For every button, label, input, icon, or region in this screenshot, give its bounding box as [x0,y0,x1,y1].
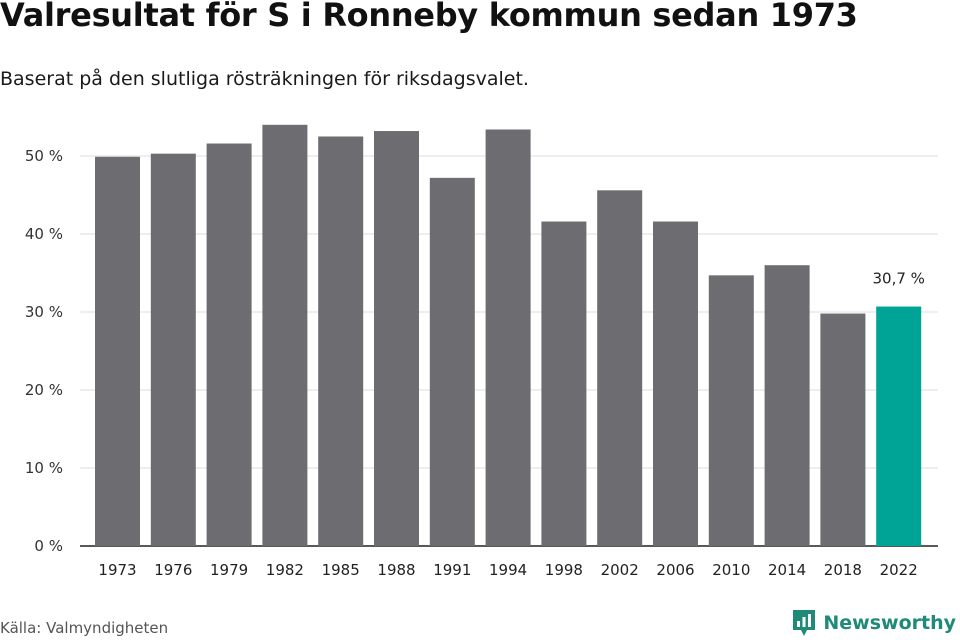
newsworthy-logo-icon [793,610,816,636]
bar-1979 [206,143,252,546]
x-tick-label: 1976 [154,561,192,579]
chart-title: Valresultat för S i Ronneby kommun sedan… [0,0,858,34]
x-tick-label: 2018 [824,561,862,579]
x-tick-label: 2014 [768,561,806,579]
x-tick-label: 1982 [266,561,304,579]
bar-1982 [262,124,308,547]
bar-1988 [374,131,419,547]
x-tick-label: 1985 [322,561,360,579]
x-tick-label: 1979 [210,561,248,579]
x-tick-label: 2002 [601,561,639,579]
bar-1973 [95,156,140,546]
chart-subtitle: Baserat på den slutliga rösträkningen fö… [0,68,529,90]
bar-1998 [541,221,587,546]
data-labels: 30,7 % [872,270,924,288]
bar-2006 [653,221,698,546]
y-tick-label: 30 % [25,303,63,321]
x-tick-label: 1988 [377,561,415,579]
bar-chart: 0 % 10 % 20 % 30 % 40 % 50 % 1973 1976 1979 1982… [25,124,938,579]
bar-2010 [708,275,754,546]
brand-name: Newsworthy [823,612,956,634]
y-tick-label: 20 % [25,381,63,399]
x-tick-label: 1994 [489,561,527,579]
x-tick-label: 2010 [712,561,750,579]
x-tick-label: 2006 [656,561,694,579]
x-tick-label: 1998 [545,561,583,579]
data-label: 30,7 % [872,270,924,288]
bar-1991 [429,177,475,546]
x-tick-label: 1991 [433,561,471,579]
x-tick-label: 1973 [98,561,136,579]
y-tick-label: 40 % [25,225,63,243]
y-tick-label: 10 % [25,459,63,477]
brand-logo: Newsworthy [791,608,956,638]
bar-2002 [597,190,643,546]
y-axis-ticks: 0 % 10 % 20 % 30 % 40 % 50 % [25,147,63,555]
x-axis-ticks: 1973 1976 1979 1982 1985 1988 1991 1994 1998 2002… [98,561,917,579]
bar-2014 [764,265,810,546]
y-tick-label: 0 % [34,537,63,555]
bar-1976 [150,153,196,546]
bar-1994 [485,129,531,547]
y-tick-label: 50 % [25,147,63,165]
bars [95,124,922,547]
source-note: Källa: Valmyndigheten [0,619,169,637]
x-tick-label: 2022 [880,561,918,579]
bar-1985 [318,136,364,546]
bar-2018 [820,313,866,546]
bar-2022 [876,306,922,546]
